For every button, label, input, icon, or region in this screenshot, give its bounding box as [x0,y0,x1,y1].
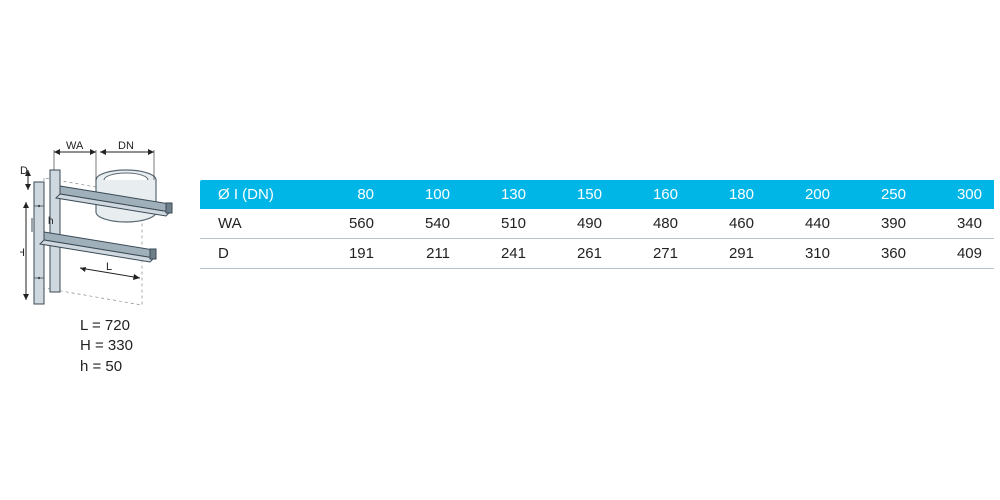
row-label: WA [200,209,310,239]
header-dn: 300 [918,180,994,209]
table-row: D 191 211 241 261 271 291 310 360 409 [200,239,994,269]
table-header-row: Ø I (DN) 80 100 130 150 160 180 200 250 … [200,180,994,209]
cell: 241 [462,239,538,269]
label-dn: DN [118,140,134,152]
constants-block: L = 720 H = 330 h = 50 [80,316,190,377]
cell: 340 [918,209,994,239]
cell: 211 [386,239,462,269]
cell: 261 [538,239,614,269]
cell: 191 [310,239,386,269]
label-wa: WA [66,140,84,152]
bracket-diagram: WA DN D h H [20,140,190,310]
cell: 490 [538,209,614,239]
cell: 560 [310,209,386,239]
dimension-table: Ø I (DN) 80 100 130 150 160 180 200 250 … [200,180,994,269]
const-L: L = 720 [80,316,190,336]
diagram-block: WA DN D h H [20,140,190,377]
header-dn: 80 [310,180,386,209]
cell: 440 [766,209,842,239]
header-dn: 180 [690,180,766,209]
cell: 510 [462,209,538,239]
label-d: D [20,165,28,177]
cell: 291 [690,239,766,269]
cell: 540 [386,209,462,239]
header-dn: 200 [766,180,842,209]
table-body: WA 560 540 510 490 480 460 440 390 340 D… [200,209,994,269]
header-label: Ø I (DN) [200,180,310,209]
cell: 409 [918,239,994,269]
const-h: h = 50 [80,357,190,377]
cell: 271 [614,239,690,269]
content-container: WA DN D h H [20,140,994,377]
const-H: H = 330 [80,336,190,356]
header-dn: 100 [386,180,462,209]
table-row: WA 560 540 510 490 480 460 440 390 340 [200,209,994,239]
cell: 480 [614,209,690,239]
header-dn: 250 [842,180,918,209]
cell: 310 [766,239,842,269]
header-dn: 160 [614,180,690,209]
label-h: h [48,216,54,227]
cell: 390 [842,209,918,239]
label-L: L [106,261,112,273]
cell: 360 [842,239,918,269]
row-label: D [200,239,310,269]
header-dn: 130 [462,180,538,209]
cell: 460 [690,209,766,239]
label-H: H [20,247,25,259]
dimension-table-block: Ø I (DN) 80 100 130 150 160 180 200 250 … [200,180,994,269]
header-dn: 150 [538,180,614,209]
